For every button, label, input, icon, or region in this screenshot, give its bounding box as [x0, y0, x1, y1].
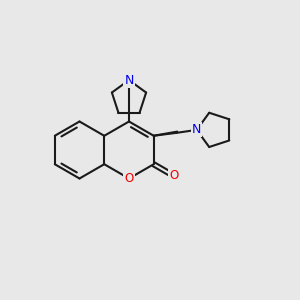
- Text: O: O: [124, 172, 134, 185]
- Text: N: N: [124, 74, 134, 87]
- Text: N: N: [192, 123, 201, 136]
- Text: O: O: [169, 169, 178, 182]
